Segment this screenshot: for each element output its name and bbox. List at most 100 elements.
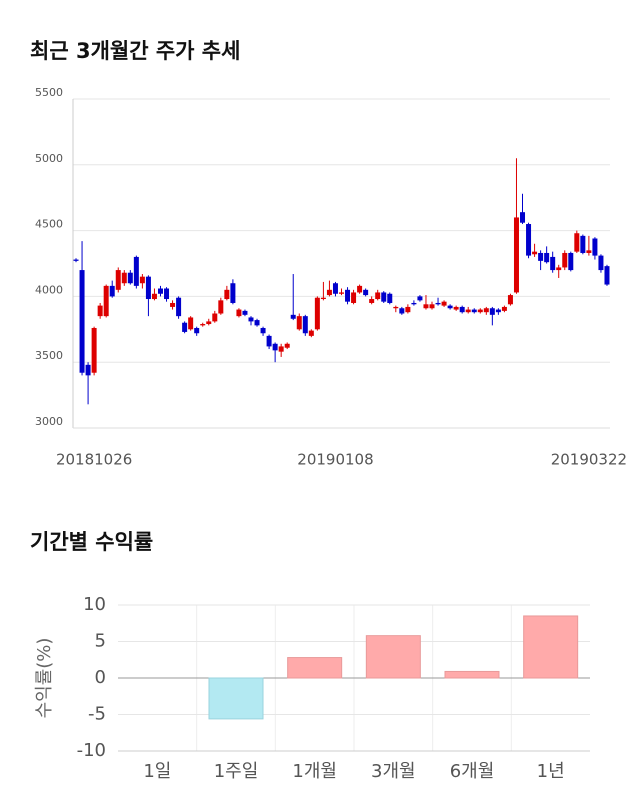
candle-body — [495, 309, 501, 313]
candle-body — [145, 276, 151, 300]
candle-body — [483, 308, 489, 313]
candle-body — [435, 302, 441, 305]
candle-body — [550, 256, 556, 271]
bar — [523, 615, 579, 679]
candle-body — [513, 217, 519, 293]
candle-body — [170, 302, 176, 307]
candle-body — [332, 283, 338, 294]
y-tick-label: 5 — [95, 631, 106, 652]
y-tick-label: -10 — [77, 740, 106, 761]
candle-body — [278, 346, 284, 352]
candle-body — [302, 316, 308, 334]
candle-body — [544, 252, 550, 263]
candle-body — [97, 305, 103, 317]
candle-body — [465, 309, 471, 313]
candle-body — [345, 289, 351, 302]
candle-body — [242, 310, 248, 315]
candle-body — [260, 327, 266, 334]
candle-body — [357, 285, 363, 293]
candle-body — [236, 309, 242, 317]
candle-body — [139, 276, 145, 284]
candle-body — [164, 288, 170, 300]
candle-body — [417, 296, 423, 301]
candle-body — [375, 292, 381, 300]
bar — [365, 635, 421, 679]
candle-body — [369, 299, 375, 303]
candle-body — [85, 364, 91, 376]
x-tick-label: 20190322 — [551, 451, 627, 469]
y-axis-label: 수익률(%) — [34, 638, 55, 719]
x-tick-label: 6개월 — [450, 761, 495, 782]
candle-body — [248, 317, 254, 322]
y-tick-label: 10 — [83, 594, 106, 615]
candle-body — [200, 324, 206, 326]
bar — [444, 670, 500, 679]
x-tick-label: 1일 — [143, 761, 171, 782]
candle-body — [121, 272, 127, 284]
y-tick-label: 5500 — [35, 86, 63, 99]
candle-body — [489, 308, 495, 315]
candle-body — [532, 251, 538, 255]
candle-body — [188, 317, 194, 330]
candle-body — [272, 343, 278, 351]
candle-body — [562, 252, 568, 268]
candle-body — [393, 306, 399, 309]
candle-body — [194, 327, 200, 334]
candle-body — [254, 320, 260, 326]
x-tick-label: 20181026 — [56, 451, 132, 469]
candle-body — [320, 297, 326, 300]
candle-body — [91, 327, 97, 373]
candle-body — [477, 309, 483, 313]
candle-body — [520, 212, 526, 223]
candle-body — [556, 267, 562, 271]
candle-body — [351, 292, 357, 303]
y-tick-label: 4500 — [35, 218, 63, 231]
y-tick-label: -5 — [88, 704, 106, 725]
candle-body — [151, 293, 157, 300]
candle-body — [574, 233, 580, 252]
candle-body — [381, 292, 387, 302]
candle-body — [501, 306, 507, 311]
candle-body — [339, 292, 344, 294]
candle-body — [387, 293, 393, 303]
candle-body — [157, 288, 163, 294]
candle-body — [598, 255, 604, 271]
candle-body — [363, 289, 369, 296]
candle-body — [586, 250, 592, 253]
candle-body — [176, 297, 182, 317]
candle-body — [447, 305, 453, 309]
candle-body — [399, 308, 405, 314]
candle-body — [538, 252, 544, 261]
bar — [287, 657, 343, 679]
x-tick-label: 1년 — [537, 761, 565, 782]
candle-body — [230, 283, 236, 303]
candle-body — [405, 306, 411, 313]
chart-title: 기간별 수익률 — [30, 530, 153, 554]
y-tick-label: 5000 — [35, 152, 63, 165]
y-tick-label: 3500 — [35, 349, 63, 362]
candle-body — [296, 316, 302, 330]
candle-body — [453, 306, 459, 310]
candle-body — [526, 224, 532, 256]
y-tick-label: 4000 — [35, 283, 63, 296]
y-tick-label: 3000 — [35, 415, 63, 428]
y-tick-label: 0 — [95, 667, 106, 688]
x-tick-label: 20190108 — [297, 451, 373, 469]
candle-body — [580, 235, 586, 253]
candle-body — [115, 270, 121, 290]
candle-body — [441, 301, 447, 306]
candle-body — [133, 256, 139, 286]
candle-body — [308, 330, 314, 336]
candle-body — [592, 238, 598, 256]
candle-body — [411, 302, 417, 305]
x-tick-label: 1주일 — [214, 761, 259, 782]
candle-body — [182, 322, 188, 332]
candle-body — [224, 289, 230, 300]
candle-body — [73, 259, 79, 261]
candle-body — [206, 321, 212, 325]
candle-body — [103, 285, 109, 317]
candle-body — [326, 289, 332, 296]
candle-body — [507, 295, 513, 305]
